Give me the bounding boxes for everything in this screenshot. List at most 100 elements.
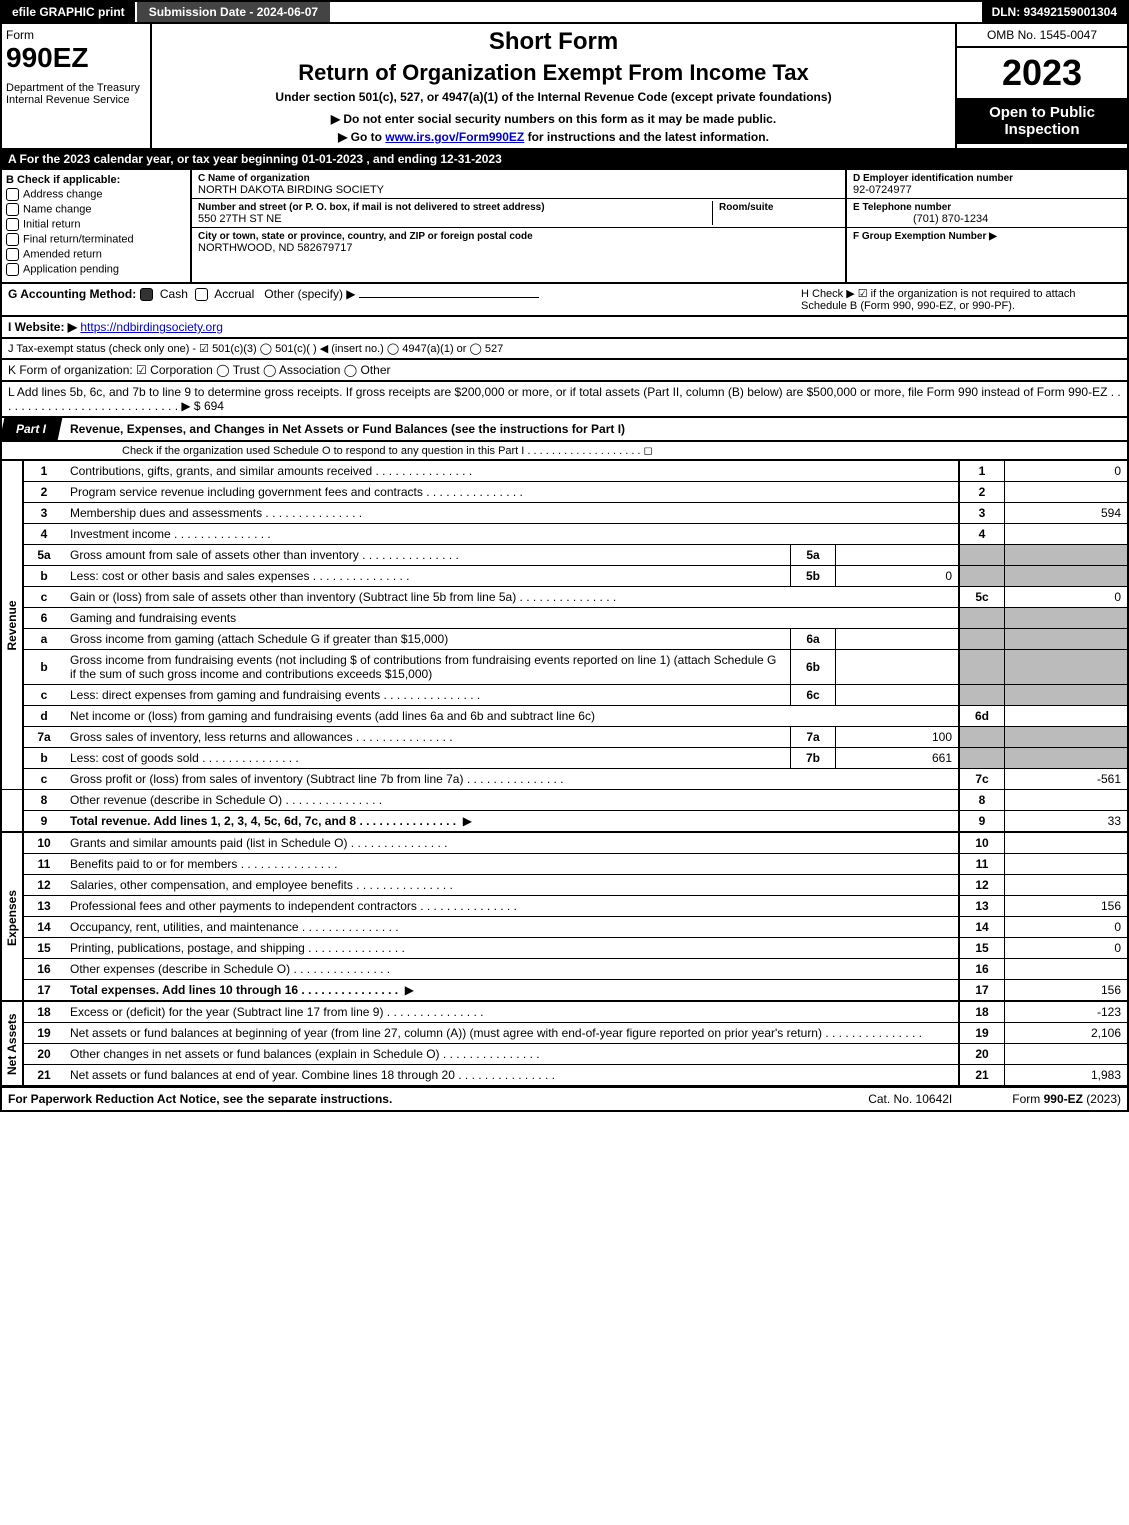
row-l-text: L Add lines 5b, 6c, and 7b to line 9 to … [8,385,1121,413]
line-6b-num: b [23,650,64,685]
line-17-desc: Total expenses. Add lines 10 through 16 [70,983,398,997]
header-right: OMB No. 1545-0047 2023 Open to Public In… [955,24,1127,148]
submission-date: Submission Date - 2024-06-07 [135,2,330,22]
line-6c-desc: Less: direct expenses from gaming and fu… [70,688,480,702]
line-15-desc: Printing, publications, postage, and shi… [70,941,405,955]
line-7c-num: c [23,769,64,790]
line-13-box: 13 [959,896,1005,917]
line-14-box: 14 [959,917,1005,938]
street-label: Number and street (or P. O. box, if mail… [198,202,545,213]
line-19-box: 19 [959,1023,1005,1044]
check-address-change[interactable]: Address change [6,188,186,201]
line-19-val: 2,106 [1005,1023,1129,1044]
form-version: Form 990-EZ (2023) [1012,1092,1121,1106]
line-6d-num: d [23,706,64,727]
line-4-desc: Investment income [70,527,271,541]
line-9-val: 33 [1005,811,1129,833]
line-16-num: 16 [23,959,64,980]
accrual-label: Accrual [214,287,254,301]
line-1-box: 1 [959,461,1005,482]
line-21-num: 21 [23,1065,64,1087]
irs-link[interactable]: www.irs.gov/Form990EZ [385,130,524,144]
line-16-box: 16 [959,959,1005,980]
line-5c-box: 5c [959,587,1005,608]
line-18-box: 18 [959,1002,1005,1023]
part-i-title: Revenue, Expenses, and Changes in Net As… [60,418,1127,440]
ssn-notice: ▶ Do not enter social security numbers o… [156,112,951,126]
line-5a-desc: Gross amount from sale of assets other t… [70,548,459,562]
line-2-box: 2 [959,482,1005,503]
revenue-table: Revenue 1 Contributions, gifts, grants, … [0,461,1129,833]
line-11-desc: Benefits paid to or for members [70,857,337,871]
line-1-desc: Contributions, gifts, grants, and simila… [70,464,472,478]
street-value: 550 27TH ST NE [198,213,282,225]
line-10-num: 10 [23,833,64,854]
line-6d-desc: Net income or (loss) from gaming and fun… [64,706,959,727]
check-application-pending[interactable]: Application pending [6,263,186,276]
row-j-tax-exempt: J Tax-exempt status (check only one) - ☑… [0,339,1129,360]
ein-value: 92-0724977 [853,184,912,196]
line-7a-innum: 7a [791,727,836,748]
line-19-desc: Net assets or fund balances at beginning… [70,1026,922,1040]
check-name-change[interactable]: Name change [6,203,186,216]
return-title: Return of Organization Exempt From Incom… [156,60,951,86]
row-gh: G Accounting Method: Cash Accrual Other … [0,284,1129,317]
line-1-num: 1 [23,461,64,482]
line-7a-desc: Gross sales of inventory, less returns a… [70,730,453,744]
line-6-desc: Gaming and fundraising events [64,608,959,629]
line-3-val: 594 [1005,503,1129,524]
cash-label: Cash [160,287,188,301]
line-5b-inval: 0 [836,566,960,587]
line-18-num: 18 [23,1002,64,1023]
line-6d-box: 6d [959,706,1005,727]
line-5b-num: b [23,566,64,587]
line-7b-innum: 7b [791,748,836,769]
line-14-num: 14 [23,917,64,938]
tax-year: 2023 [957,48,1127,98]
check-final-return[interactable]: Final return/terminated [6,233,186,246]
netassets-table: Net Assets 18 Excess or (deficit) for th… [0,1002,1129,1087]
line-8-desc: Other revenue (describe in Schedule O) [70,793,382,807]
line-9-desc: Total revenue. Add lines 1, 2, 3, 4, 5c,… [70,814,456,828]
form-label: Form [6,28,146,42]
revenue-vertical-label: Revenue [1,461,23,790]
line-5a-shade [959,545,1005,566]
col-c-org-info: C Name of organization NORTH DAKOTA BIRD… [192,170,845,282]
part-i-tab: Part I [0,418,62,440]
line-5c-desc: Gain or (loss) from sale of assets other… [70,590,616,604]
line-21-desc: Net assets or fund balances at end of ye… [70,1068,555,1082]
check-initial-return[interactable]: Initial return [6,218,186,231]
goto-notice: ▶ Go to www.irs.gov/Form990EZ for instru… [156,130,951,144]
line-16-desc: Other expenses (describe in Schedule O) [70,962,390,976]
line-6-num: 6 [23,608,64,629]
department-label: Department of the Treasury Internal Reve… [6,82,146,106]
line-3-box: 3 [959,503,1005,524]
city-label: City or town, state or province, country… [198,231,533,242]
form-number: 990EZ [6,42,146,74]
line-5a-num: 5a [23,545,64,566]
col-d-right: D Employer identification number 92-0724… [845,170,1127,282]
cash-checkbox[interactable] [140,288,153,301]
line-7c-box: 7c [959,769,1005,790]
goto-prefix: ▶ Go to [338,130,385,144]
check-amended-return[interactable]: Amended return [6,248,186,261]
header-center: Short Form Return of Organization Exempt… [152,24,955,148]
netassets-vertical-label: Net Assets [1,1002,23,1086]
accrual-checkbox[interactable] [195,288,208,301]
row-l-gross-receipts: L Add lines 5b, 6c, and 7b to line 9 to … [0,382,1129,418]
col-b-title: B Check if applicable: [6,174,120,186]
line-5a-inval [836,545,960,566]
paperwork-notice: For Paperwork Reduction Act Notice, see … [8,1092,392,1106]
line-20-box: 20 [959,1044,1005,1065]
phone-value: (701) 870-1234 [853,213,988,225]
dln-number: DLN: 93492159001304 [982,2,1127,22]
website-link[interactable]: https://ndbirdingsociety.org [80,320,223,334]
line-4-num: 4 [23,524,64,545]
line-6c-innum: 6c [791,685,836,706]
expenses-table: Expenses 10 Grants and similar amounts p… [0,833,1129,1002]
line-2-num: 2 [23,482,64,503]
line-21-val: 1,983 [1005,1065,1129,1087]
part-i-header: Part I Revenue, Expenses, and Changes in… [0,418,1129,442]
line-17-box: 17 [959,980,1005,1002]
line-7a-num: 7a [23,727,64,748]
